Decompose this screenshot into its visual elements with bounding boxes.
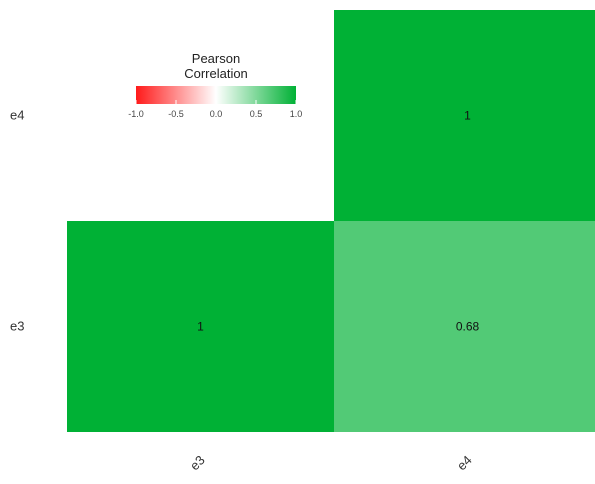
heatmap-cell-label-e4-e4: 1 (464, 109, 471, 123)
legend: Pearson Correlation -1.0 -0.5 0.0 0.5 1.0 (128, 51, 302, 119)
heatmap-cell-label-e3-e3: 1 (197, 320, 204, 334)
y-tick-label-e4: e4 (10, 108, 24, 123)
legend-tick-label-4: 1.0 (290, 109, 303, 119)
legend-title-line-2: Correlation (184, 66, 248, 81)
plot-layer: 1 0.68 1 (67, 10, 595, 432)
x-tick-label-e4: e4 (454, 452, 475, 473)
legend-colorbar (136, 86, 296, 104)
heatmap-cell-e4-e4 (334, 10, 595, 221)
legend-tick-label-3: 0.5 (250, 109, 263, 119)
y-tick-label-e3: e3 (10, 319, 24, 334)
legend-title-line-1: Pearson (192, 51, 240, 66)
heatmap-cell-e3-e3 (67, 221, 334, 432)
legend-ticks: -1.0 -0.5 0.0 0.5 1.0 (128, 100, 302, 119)
heatmap-cell-label-e4-e3: 0.68 (456, 320, 480, 334)
legend-tick-label-1: -0.5 (168, 109, 184, 119)
x-tick-label-e3: e3 (187, 452, 208, 473)
heatmap-cell-e4-e3 (334, 221, 595, 432)
legend-tick-label-0: -1.0 (128, 109, 144, 119)
legend-tick-label-2: 0.0 (210, 109, 223, 119)
